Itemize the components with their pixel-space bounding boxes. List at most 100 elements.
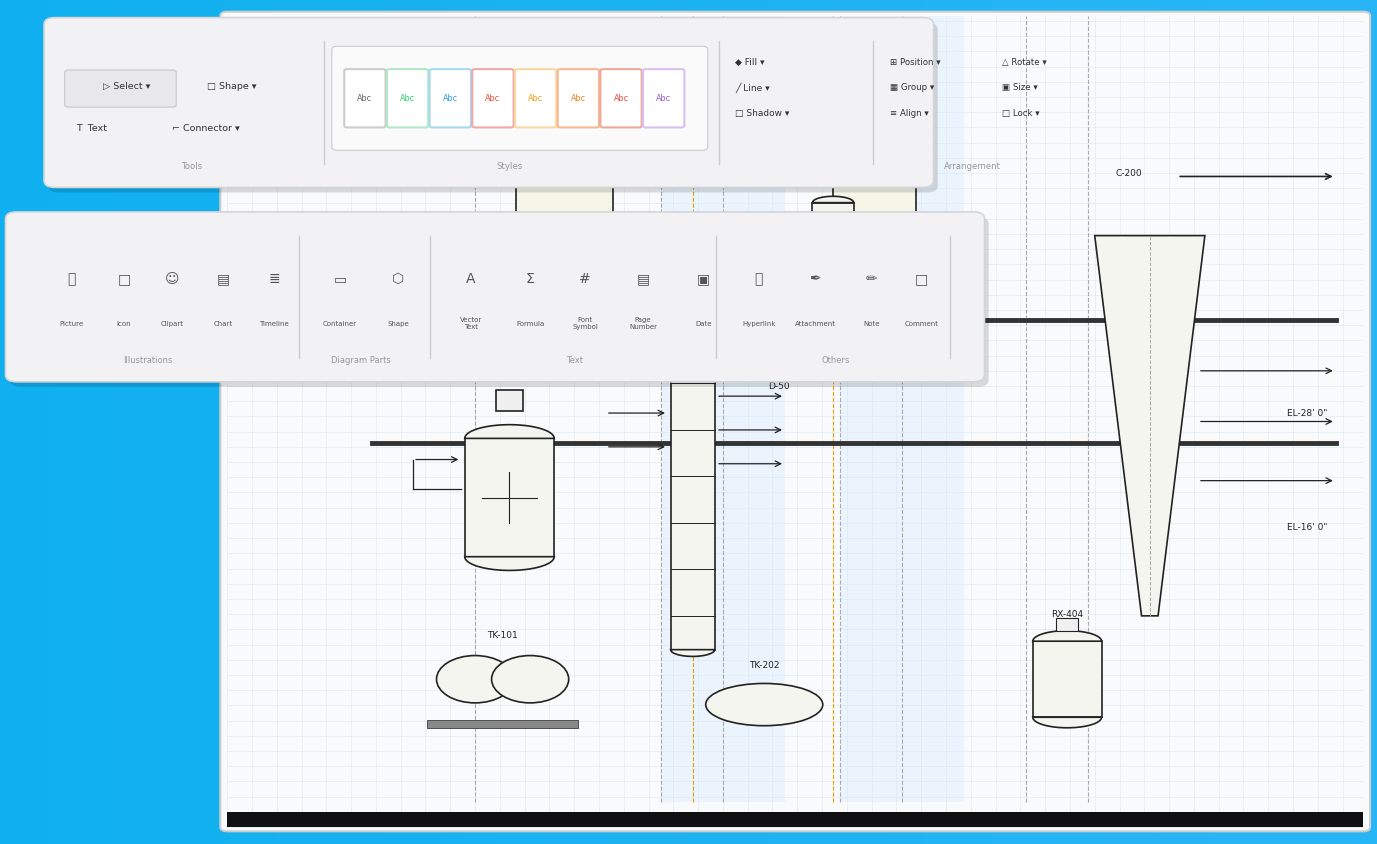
- Text: Vector
Text: Vector Text: [460, 316, 482, 330]
- Text: Others: Others: [822, 356, 850, 365]
- Bar: [578, 0, 592, 844]
- Bar: [744, 0, 757, 844]
- Bar: [69, 0, 83, 844]
- Bar: [275, 0, 289, 844]
- Bar: [1056, 618, 1078, 631]
- Text: RX-100: RX-100: [493, 371, 526, 380]
- Text: Timeline: Timeline: [259, 320, 289, 327]
- Bar: [812, 203, 854, 219]
- Bar: [441, 0, 454, 844]
- Text: ⊞ Position ▾: ⊞ Position ▾: [890, 58, 940, 67]
- Text: Illustrations: Illustrations: [123, 356, 172, 365]
- Bar: [482, 0, 496, 844]
- FancyBboxPatch shape: [65, 71, 176, 108]
- Text: □ Shadow ▾: □ Shadow ▾: [735, 109, 789, 117]
- Bar: [55, 0, 69, 844]
- Bar: [454, 0, 468, 844]
- Bar: [317, 0, 330, 844]
- Bar: [124, 0, 138, 844]
- Text: D-50: D-50: [768, 381, 790, 390]
- Text: ▭: ▭: [333, 272, 347, 285]
- FancyBboxPatch shape: [472, 70, 514, 128]
- Text: Formula: Formula: [516, 320, 544, 327]
- Text: Shape: Shape: [387, 320, 409, 327]
- FancyBboxPatch shape: [344, 70, 386, 128]
- Bar: [358, 0, 372, 844]
- FancyBboxPatch shape: [10, 218, 989, 387]
- Bar: [895, 0, 909, 844]
- Bar: [496, 391, 523, 412]
- Bar: [909, 0, 923, 844]
- Bar: [688, 0, 702, 844]
- Bar: [330, 0, 344, 844]
- Bar: [1267, 0, 1281, 844]
- Text: Text: Text: [566, 356, 582, 365]
- Bar: [165, 0, 179, 844]
- Text: □ Lock ▾: □ Lock ▾: [1002, 109, 1040, 117]
- Text: Comment: Comment: [905, 320, 938, 327]
- Bar: [840, 17, 902, 802]
- Bar: [902, 17, 964, 802]
- Text: Abc: Abc: [529, 95, 543, 103]
- Polygon shape: [1033, 717, 1102, 728]
- Bar: [1033, 641, 1102, 717]
- Bar: [138, 0, 151, 844]
- Bar: [468, 0, 482, 844]
- Text: ▤: ▤: [216, 272, 230, 285]
- Bar: [868, 0, 881, 844]
- Bar: [496, 0, 509, 844]
- Text: ☺: ☺: [165, 272, 179, 285]
- Bar: [1005, 0, 1019, 844]
- Text: △ Rotate ▾: △ Rotate ▾: [1002, 58, 1047, 67]
- Text: Abc: Abc: [358, 95, 372, 103]
- Bar: [220, 0, 234, 844]
- Text: EL-40' 0": EL-40' 0": [785, 103, 825, 111]
- FancyBboxPatch shape: [220, 13, 1370, 831]
- Bar: [771, 0, 785, 844]
- Text: ▷ Select ▾: ▷ Select ▾: [103, 82, 150, 90]
- Bar: [193, 0, 207, 844]
- Bar: [537, 0, 551, 844]
- FancyBboxPatch shape: [387, 70, 428, 128]
- Bar: [551, 0, 565, 844]
- Bar: [1019, 0, 1033, 844]
- Bar: [262, 0, 275, 844]
- Text: Tools: Tools: [182, 162, 204, 170]
- Bar: [1226, 0, 1239, 844]
- Text: □: □: [914, 272, 928, 285]
- Text: T  Text: T Text: [76, 124, 107, 133]
- Bar: [812, 0, 826, 844]
- Text: TK-303: TK-303: [549, 123, 580, 132]
- Polygon shape: [671, 322, 715, 329]
- Bar: [427, 0, 441, 844]
- Text: TK-202: TK-202: [749, 660, 779, 668]
- Bar: [592, 0, 606, 844]
- Text: Container: Container: [324, 320, 357, 327]
- Bar: [799, 0, 812, 844]
- Bar: [427, 720, 578, 728]
- Text: ✒: ✒: [810, 272, 821, 285]
- Text: Chart: Chart: [213, 320, 233, 327]
- Text: Attachment: Attachment: [795, 320, 836, 327]
- Text: Abc: Abc: [486, 95, 500, 103]
- Text: Abc: Abc: [657, 95, 671, 103]
- Text: □: □: [117, 272, 131, 285]
- Text: ⌐ Connector ▾: ⌐ Connector ▾: [172, 124, 240, 133]
- Bar: [413, 0, 427, 844]
- Bar: [372, 0, 386, 844]
- Text: Diagram Parts: Diagram Parts: [330, 356, 391, 365]
- Text: Font
Symbol: Font Symbol: [573, 316, 598, 330]
- Bar: [14, 0, 28, 844]
- Bar: [964, 0, 978, 844]
- Bar: [854, 0, 868, 844]
- Text: Icon: Icon: [117, 320, 131, 327]
- Bar: [1184, 0, 1198, 844]
- Bar: [1253, 0, 1267, 844]
- Bar: [716, 0, 730, 844]
- Bar: [1294, 0, 1308, 844]
- Text: EL-28' 0": EL-28' 0": [1287, 408, 1327, 417]
- Text: ⛓: ⛓: [755, 272, 763, 285]
- Bar: [661, 0, 675, 844]
- Bar: [207, 0, 220, 844]
- Text: Note: Note: [863, 320, 880, 327]
